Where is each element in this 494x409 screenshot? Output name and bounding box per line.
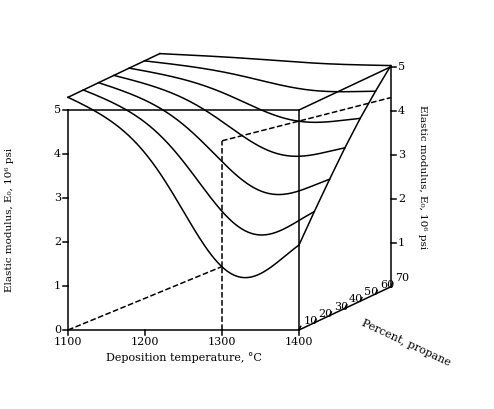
Text: 40: 40 [349,294,364,304]
Text: 5: 5 [54,105,61,115]
Text: 10: 10 [303,316,318,326]
Text: 1400: 1400 [285,337,313,347]
Text: 0: 0 [54,325,61,335]
Text: 20: 20 [319,309,333,319]
Text: 60: 60 [380,280,394,290]
Text: 1200: 1200 [131,337,159,347]
Text: 1: 1 [54,281,61,291]
Text: 5: 5 [398,62,405,72]
Text: 4: 4 [54,149,61,159]
Text: Elastic modulus, E₀, 10⁶ psi: Elastic modulus, E₀, 10⁶ psi [418,105,427,249]
Text: 3: 3 [398,150,405,160]
Text: Deposition temperature, °C: Deposition temperature, °C [106,352,261,363]
Text: Elastic modulus, E₀, 10⁶ psi: Elastic modulus, E₀, 10⁶ psi [5,148,14,292]
Text: 1: 1 [398,238,405,248]
Text: 70: 70 [395,273,409,283]
Text: 30: 30 [334,301,348,312]
Text: 1100: 1100 [54,337,82,347]
Text: 2: 2 [54,237,61,247]
Text: 50: 50 [365,287,379,297]
Text: 3: 3 [54,193,61,203]
Text: 4: 4 [398,106,405,116]
Text: 2: 2 [398,194,405,204]
Text: Percent, propane: Percent, propane [360,318,452,368]
Text: 1300: 1300 [208,337,236,347]
